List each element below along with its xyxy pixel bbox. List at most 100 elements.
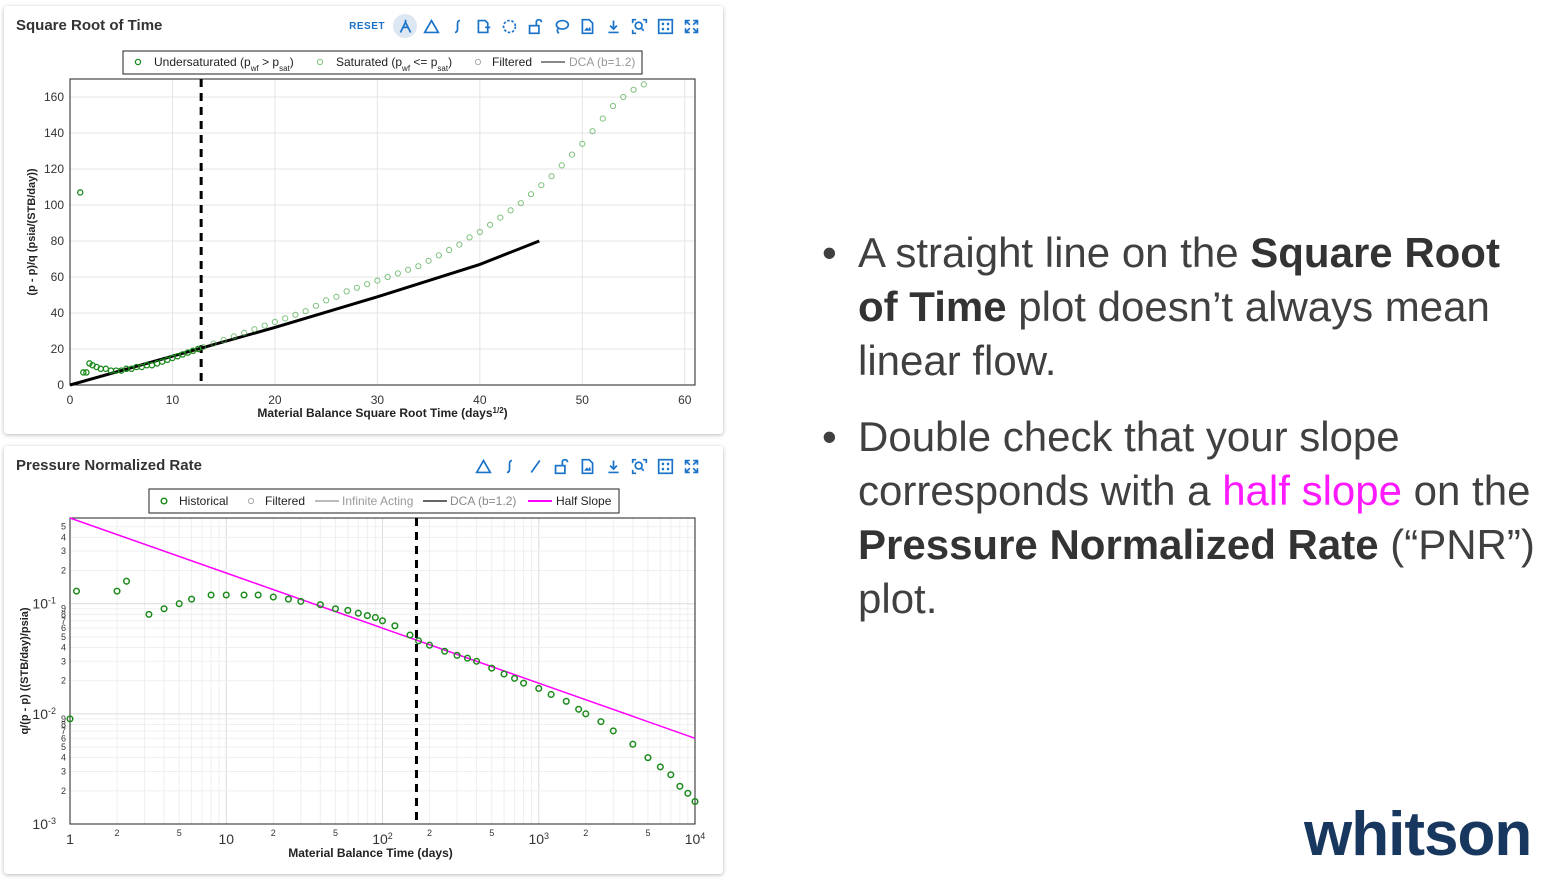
saturated-point [435, 252, 442, 259]
bullet-bold-text: Pressure Normalized Rate [858, 521, 1379, 568]
y-minor-tick-label: 4 [61, 643, 66, 653]
saturated-point [486, 221, 494, 228]
historical-point [371, 613, 379, 622]
y-minor-tick-label: 8 [61, 609, 66, 619]
historical-point [72, 587, 81, 595]
x-minor-tick-label: 2 [583, 828, 588, 838]
chart-toolbar: RESET [349, 14, 703, 38]
autoscale-icon[interactable] [653, 454, 677, 478]
y-minor-tick-label: 7 [61, 726, 66, 736]
download-icon[interactable] [601, 14, 625, 38]
x-tick-label: 103 [528, 831, 549, 847]
unlock-icon[interactable] [549, 454, 573, 478]
saturated-point [302, 308, 309, 315]
y-tick-exponent: -2 [48, 706, 56, 716]
y-minor-tick-label: 4 [61, 753, 66, 763]
add-annotation-icon[interactable] [471, 14, 495, 38]
saturated-point [548, 173, 555, 180]
undersaturated-point [83, 369, 90, 376]
bullet-dot: • [822, 229, 837, 276]
x-tick-exponent: 4 [700, 831, 705, 841]
saturated-point [558, 162, 565, 169]
x-minor-tick-label: 2 [271, 828, 276, 838]
plot-frame [69, 517, 696, 825]
image-icon[interactable] [575, 454, 599, 478]
x-minor-tick-label: 5 [177, 828, 182, 838]
saturated-point [517, 200, 524, 207]
historical-point [500, 670, 508, 678]
integral-icon[interactable] [445, 14, 469, 38]
y-minor-tick-label: 9 [61, 714, 66, 724]
y-minor-tick-label: 2 [61, 566, 66, 576]
reset-button[interactable]: RESET [349, 20, 385, 32]
legend-label: Filtered [265, 494, 305, 508]
lasso-select-icon[interactable] [549, 14, 573, 38]
y-tick-label: 80 [51, 234, 65, 248]
triangle-icon[interactable] [419, 14, 443, 38]
triangle-icon[interactable] [471, 454, 495, 478]
y-minor-tick-label: 5 [61, 742, 66, 752]
legend-marker [474, 58, 482, 66]
fullscreen-icon[interactable] [679, 14, 703, 38]
historical-point [240, 591, 248, 599]
sqrt-time-chart[interactable]: 0 10 20 30 40 50 60 0 20 40 60 80 100 120 140 160 Unders… [4, 6, 723, 434]
saturated-point [200, 344, 207, 351]
y-minor-tick-label: 8 [61, 720, 66, 730]
x-tick-label: 0 [67, 393, 74, 407]
historical-point [175, 600, 183, 608]
legend-label: DCA (b=1.2) [569, 55, 635, 69]
half-slope-line [69, 517, 696, 739]
saturated-point [476, 228, 483, 236]
y-tick-label: 10-2 [32, 706, 56, 722]
legend-subscript: sat [279, 64, 290, 73]
saturated-point [456, 241, 463, 248]
legend-marker [316, 58, 324, 66]
saturated-point [384, 273, 391, 281]
saturated-point [466, 234, 473, 241]
zoom-icon[interactable] [627, 454, 651, 478]
y-minor-tick-label: 7 [61, 616, 66, 626]
y-minor-tick-label: 3 [61, 546, 66, 556]
saturated-point [425, 257, 432, 264]
download-icon[interactable] [601, 454, 625, 478]
historical-point [463, 654, 472, 662]
slope-line-icon[interactable] [523, 454, 547, 478]
undersaturated-point [80, 369, 87, 376]
saturated-point [241, 329, 248, 336]
x-minor-tick-label: 2 [115, 828, 120, 838]
y-minor-tick-label: 9 [61, 604, 66, 614]
historical-point [520, 679, 528, 687]
historical-point [363, 612, 371, 620]
historical-point [629, 740, 637, 748]
legend-marker [134, 58, 142, 66]
legend-label: Undersaturated (pwf > psat) [154, 55, 294, 73]
saturated-point [579, 140, 586, 147]
zoom-icon[interactable] [627, 14, 651, 38]
autoscale-icon[interactable] [653, 14, 677, 38]
legend-text: ) [448, 55, 452, 69]
legend-box [122, 50, 643, 75]
legend: Undersaturated (pwf > psat) Saturated (pw… [122, 50, 643, 75]
lasso-icon[interactable] [497, 14, 521, 38]
y-tick-exponent: -3 [48, 816, 56, 826]
historical-point [425, 641, 434, 649]
bullet-2: • Double check that your slope correspon… [820, 410, 1540, 626]
saturated-point [609, 102, 617, 110]
unlock-icon[interactable] [523, 14, 547, 38]
bullet-text: (“PNR”) plot. [858, 521, 1535, 622]
image-icon[interactable] [575, 14, 599, 38]
y-tick-label: 40 [51, 306, 65, 320]
pan-icon[interactable] [393, 14, 417, 38]
saturated-point [620, 93, 627, 101]
bullet-text: Double check that your slope corresponds… [858, 413, 1400, 514]
fullscreen-icon[interactable] [679, 454, 703, 478]
y-minor-tick-label: 6 [61, 733, 66, 743]
legend-subscript: wf [401, 64, 411, 73]
saturated-point [323, 297, 330, 304]
integral-icon[interactable] [497, 454, 521, 478]
bullet-bold-text: Square Root of Time [858, 229, 1500, 330]
x-axis-label: Material Balance Square Root Time (days1… [257, 406, 507, 421]
saturated-point [640, 81, 647, 88]
legend-label: Filtered [492, 55, 532, 69]
